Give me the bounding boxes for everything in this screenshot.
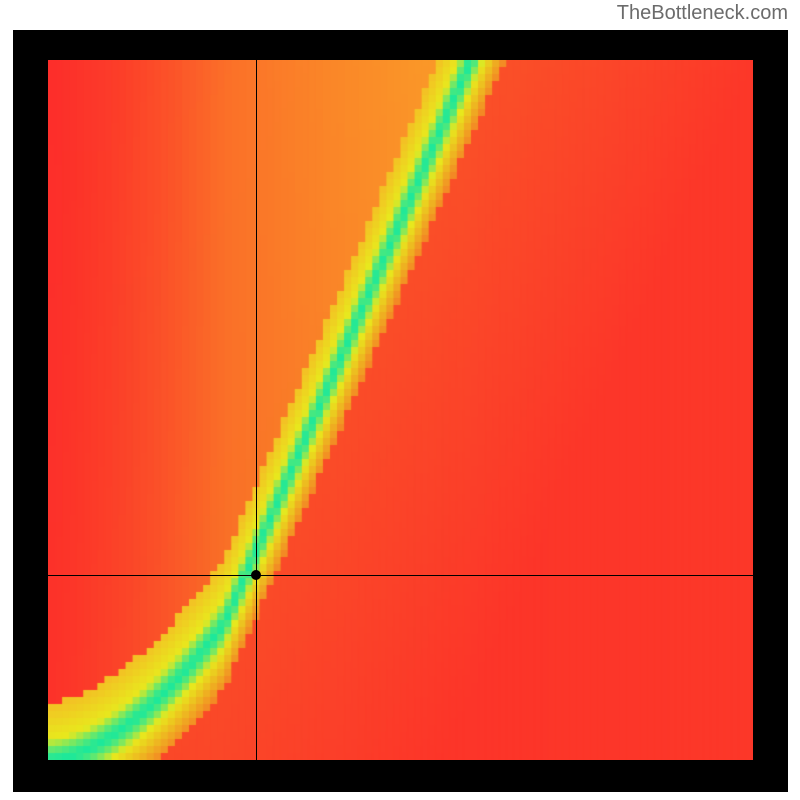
crosshair-vertical [256,60,257,760]
crosshair-horizontal [48,575,753,576]
marker-dot [251,570,261,580]
watermark-text: TheBottleneck.com [617,2,788,25]
bottleneck-heatmap [48,60,753,760]
